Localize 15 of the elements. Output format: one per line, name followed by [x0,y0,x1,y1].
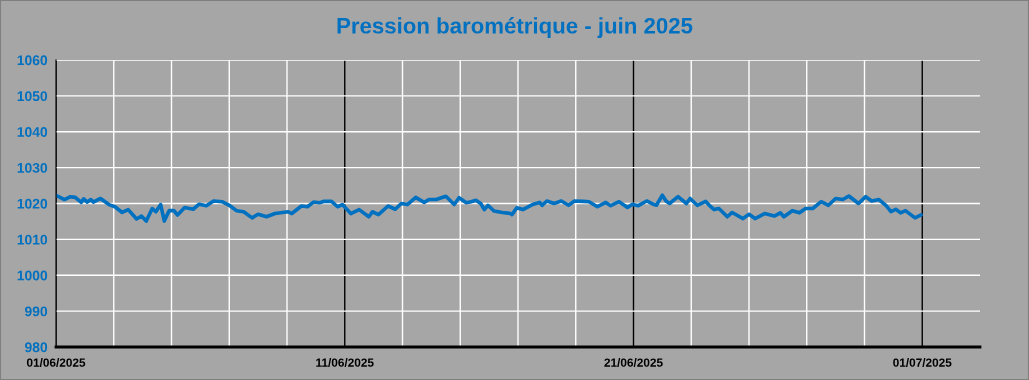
y-tick-label: 1060 [17,55,48,66]
x-tick-label: 21/06/2025 [604,358,663,367]
y-tick-label: 1050 [17,91,48,102]
x-tick-label: 11/06/2025 [316,358,374,367]
y-tick-label: 1030 [17,162,48,173]
chart-title: Pression barométrique - juin 2025 [337,17,693,39]
y-tick-label: 1010 [17,234,48,245]
y-tick-label: 1020 [17,198,48,209]
x-tick-label: 01/07/2025 [893,358,952,367]
line-series [56,193,923,223]
y-tick-label: 980 [24,342,48,353]
y-tick-label: 1000 [17,270,48,281]
y-tick-label: 990 [24,306,48,317]
x-tick-label: 01/06/2025 [26,358,86,367]
y-tick-label: 1040 [17,127,48,137]
